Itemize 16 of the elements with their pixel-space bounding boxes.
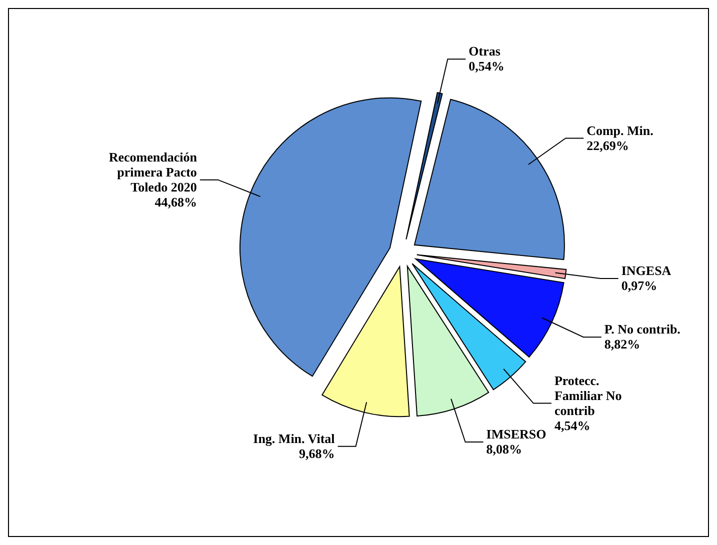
slice-label: INGESA	[621, 263, 672, 278]
data-label: 8,82%	[604, 336, 640, 352]
slice-label: IMSERSO	[486, 426, 546, 442]
data-label: 9,68%	[299, 446, 335, 461]
data-label: 0,97%	[621, 278, 658, 294]
slice-label: Recomendación primera Pacto Toledo 2020	[108, 149, 198, 194]
data-label: 8,08%	[486, 442, 522, 456]
data-label: 4,54%	[554, 418, 590, 433]
slice-label: Otras	[468, 44, 500, 59]
data-label: 44,68%	[154, 194, 197, 210]
data-label: 22,69%	[586, 138, 629, 153]
slice-label: Protecc. Familiar No contrib	[554, 372, 622, 418]
slice-label: P. No contrib.	[604, 322, 680, 337]
data-label: 0,54%	[468, 58, 504, 74]
slice-label: Comp. Min.	[586, 122, 654, 138]
slice-label: Ing. Min. Vital	[253, 430, 336, 446]
